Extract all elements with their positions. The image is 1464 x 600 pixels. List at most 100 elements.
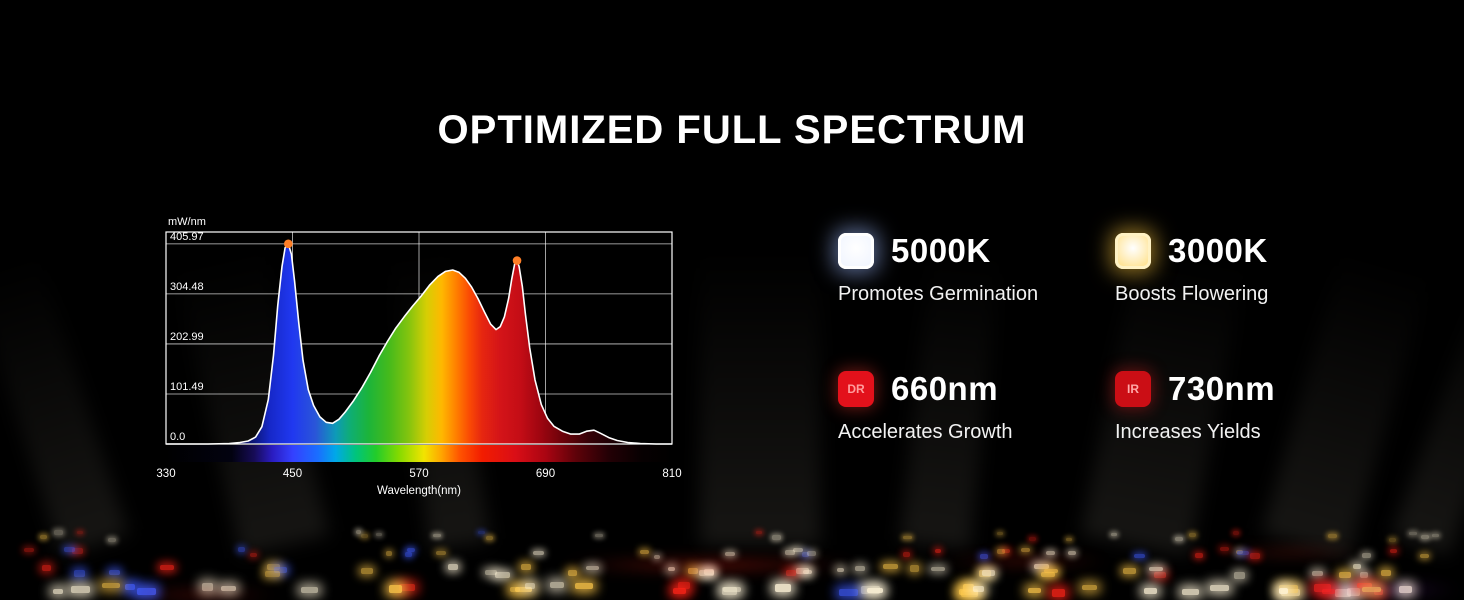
led-dot <box>484 569 497 575</box>
led-dot <box>1388 538 1396 543</box>
led-dot <box>109 570 121 576</box>
led-dot <box>961 590 979 598</box>
led-dot <box>356 529 361 534</box>
feature-head: IR 730nm <box>1115 370 1275 408</box>
feature-3000k: 3000K Boosts Flowering <box>1115 232 1275 306</box>
led-dot <box>1194 553 1204 558</box>
led-dot <box>1360 572 1369 579</box>
led-dot <box>1334 589 1352 597</box>
led-dot <box>524 582 535 589</box>
led-dot <box>447 563 459 571</box>
led-dot <box>568 570 578 576</box>
led-dot <box>160 565 175 570</box>
led-dot <box>902 551 910 558</box>
led-dot <box>495 571 510 578</box>
infrared-ir-icon: IR <box>1115 371 1151 407</box>
feature-label-660nm: Accelerates Growth <box>838 421 1013 443</box>
led-dot <box>1051 588 1066 597</box>
led-dot <box>375 533 383 537</box>
feature-label-5000k: Promotes Germination <box>838 283 1039 305</box>
led-glow-streak <box>940 556 1110 566</box>
led-dot <box>1210 584 1230 592</box>
led-dot <box>1328 534 1337 539</box>
y-tick-label: 304.48 <box>170 281 204 293</box>
led-dot <box>1311 570 1323 576</box>
led-dot <box>673 588 687 594</box>
led-dot <box>407 547 415 553</box>
x-tick-label: 570 <box>409 468 428 480</box>
led-dot <box>1188 533 1197 538</box>
led-dot <box>1123 568 1137 575</box>
feature-grid: 5000K Promotes Germination 3000K Boosts … <box>838 232 1275 444</box>
led-dot <box>1233 572 1246 580</box>
y-axis-title: mW/nm <box>168 216 206 228</box>
deep-red-dr-icon: DR <box>838 371 874 407</box>
spectrum-chart-svg: 0.0 101.49 202.99 304.48 405.97 mW/nm 330 450 57… <box>156 216 681 497</box>
led-dot <box>1352 564 1361 570</box>
led-dot <box>678 581 691 590</box>
led-dot <box>72 548 83 554</box>
feature-value-3000k: 3000K <box>1168 232 1268 269</box>
led-dot <box>360 534 369 538</box>
light-beam <box>700 165 820 545</box>
led-dot <box>639 549 649 554</box>
led-dot <box>54 530 63 535</box>
led-dot <box>405 551 413 557</box>
led-dot <box>1153 571 1167 578</box>
led-dot <box>201 583 214 591</box>
led-dot <box>1029 536 1036 541</box>
led-dot <box>40 535 48 539</box>
led-dot <box>1040 572 1056 578</box>
led-dot <box>515 586 532 593</box>
led-dot <box>654 555 661 559</box>
led-dot <box>997 532 1004 536</box>
led-dot <box>509 586 520 592</box>
led-dot <box>267 563 280 571</box>
feature-5000k: 5000K Promotes Germination <box>838 232 1115 306</box>
led-dot <box>1346 587 1360 596</box>
led-dot <box>786 570 797 576</box>
led-dot <box>725 551 735 557</box>
led-dot <box>221 585 237 591</box>
led-dot <box>1110 532 1117 537</box>
led-dot <box>909 564 920 572</box>
led-dot <box>70 585 90 594</box>
led-dot <box>806 551 817 557</box>
led-dot <box>521 564 531 570</box>
led-dot <box>1408 531 1418 535</box>
feature-head: 3000K <box>1115 232 1275 270</box>
led-dot <box>101 582 120 589</box>
spectrum-colorbar <box>166 445 672 462</box>
led-dot <box>775 583 791 592</box>
led-dot <box>433 534 441 538</box>
feature-head: DR 660nm <box>838 370 1115 408</box>
led-dot <box>756 531 763 535</box>
led-dot <box>1314 584 1331 592</box>
led-dot <box>1149 566 1163 571</box>
led-dot <box>934 549 942 553</box>
led-dot <box>1279 585 1298 594</box>
led-dot <box>973 585 985 592</box>
led-dot <box>784 550 795 556</box>
led-dot <box>1249 553 1260 559</box>
feature-730nm: IR 730nm Increases Yields <box>1115 370 1275 444</box>
led-fixture-photo <box>0 490 1464 600</box>
led-dot <box>595 533 603 538</box>
led-dot <box>1362 552 1372 558</box>
feature-value-5000k: 5000K <box>891 232 991 269</box>
led-glow-streak <box>560 558 860 572</box>
led-dot <box>836 567 844 573</box>
led-dot <box>722 587 738 596</box>
led-dot <box>1232 531 1240 535</box>
led-dot <box>867 588 883 594</box>
led-dot <box>265 570 280 577</box>
led-dot <box>981 570 996 577</box>
led-dot <box>902 535 912 540</box>
y-tick-label: 405.97 <box>170 231 204 243</box>
spectrum-area <box>166 243 672 444</box>
led-dot <box>435 551 447 555</box>
led-dot <box>1144 587 1158 595</box>
y-tick-label: 0.0 <box>170 431 185 443</box>
peak-marker <box>283 239 293 249</box>
